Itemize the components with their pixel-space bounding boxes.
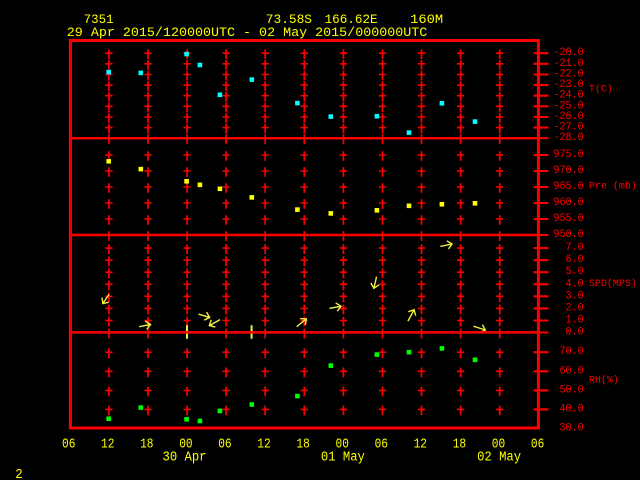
svg-text:18: 18 xyxy=(453,438,466,453)
svg-text:29 Apr 2015/120000UTC - 02 May: 29 Apr 2015/120000UTC - 02 May 2015/0000… xyxy=(67,26,428,41)
svg-text:06: 06 xyxy=(375,438,388,453)
svg-text:7351: 7351 xyxy=(84,13,114,28)
svg-text:950.0: 950.0 xyxy=(553,229,583,241)
svg-text:0.0: 0.0 xyxy=(566,327,584,339)
svg-text:-20.0: -20.0 xyxy=(553,47,583,59)
svg-text:960.0: 960.0 xyxy=(553,197,583,209)
svg-text:160M: 160M xyxy=(410,13,443,28)
svg-text:-26.0: -26.0 xyxy=(553,111,583,123)
svg-text:18: 18 xyxy=(140,438,153,453)
svg-text:955.0: 955.0 xyxy=(553,213,583,225)
svg-text:60.0: 60.0 xyxy=(559,365,583,377)
svg-text:-28.0: -28.0 xyxy=(553,132,583,144)
svg-text:-23.0: -23.0 xyxy=(553,79,583,91)
svg-text:1.0: 1.0 xyxy=(566,315,584,327)
svg-text:30.0: 30.0 xyxy=(559,423,583,435)
svg-text:2: 2 xyxy=(15,468,23,480)
svg-text:12: 12 xyxy=(257,438,270,453)
svg-text:00: 00 xyxy=(179,438,192,453)
svg-text:00: 00 xyxy=(336,438,349,453)
svg-text:-25.0: -25.0 xyxy=(553,100,583,112)
svg-text:18: 18 xyxy=(296,438,309,453)
svg-text:2.0: 2.0 xyxy=(566,302,584,314)
svg-text:06: 06 xyxy=(218,438,231,453)
svg-text:06: 06 xyxy=(62,438,75,453)
svg-text:RH(%): RH(%) xyxy=(589,374,619,386)
svg-text:T(C): T(C) xyxy=(589,84,613,96)
svg-text:-27.0: -27.0 xyxy=(553,122,583,134)
svg-text:-22.0: -22.0 xyxy=(553,69,583,81)
svg-text:12: 12 xyxy=(414,438,427,453)
svg-text:975.0: 975.0 xyxy=(553,149,583,161)
svg-text:6.0: 6.0 xyxy=(566,254,584,266)
svg-text:7.0: 7.0 xyxy=(566,242,584,254)
svg-text:02 May: 02 May xyxy=(477,451,521,466)
svg-text:5.0: 5.0 xyxy=(566,266,584,278)
svg-text:Pre (mb): Pre (mb) xyxy=(589,181,637,193)
svg-text:01 May: 01 May xyxy=(321,451,365,466)
svg-text:4.0: 4.0 xyxy=(566,278,584,290)
svg-text:166.62E: 166.62E xyxy=(325,13,378,28)
svg-text:12: 12 xyxy=(101,438,114,453)
svg-text:50.0: 50.0 xyxy=(559,384,583,396)
svg-text:970.0: 970.0 xyxy=(553,165,583,177)
svg-text:73.58S: 73.58S xyxy=(266,13,312,28)
svg-text:40.0: 40.0 xyxy=(559,403,583,415)
svg-text:00: 00 xyxy=(492,438,505,453)
svg-text:06: 06 xyxy=(531,438,544,453)
svg-text:SPD(MPS): SPD(MPS) xyxy=(589,278,637,290)
svg-text:965.0: 965.0 xyxy=(553,181,583,193)
svg-text:-24.0: -24.0 xyxy=(553,90,583,102)
svg-text:3.0: 3.0 xyxy=(566,290,584,302)
svg-text:-21.0: -21.0 xyxy=(553,58,583,70)
svg-text:30 Apr: 30 Apr xyxy=(163,451,207,466)
svg-text:70.0: 70.0 xyxy=(559,346,583,358)
